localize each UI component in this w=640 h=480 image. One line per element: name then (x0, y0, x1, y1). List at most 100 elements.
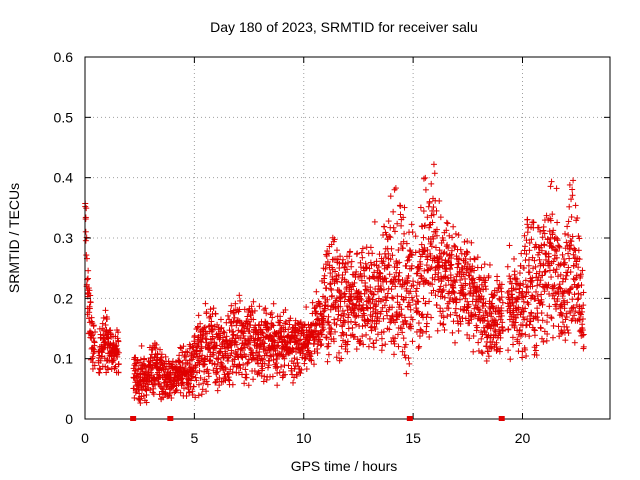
data-point (339, 322, 346, 329)
data-point (339, 329, 346, 336)
data-point (485, 320, 492, 327)
data-point (536, 256, 543, 263)
data-point (358, 277, 365, 284)
data-point (557, 285, 564, 292)
data-point (332, 328, 339, 335)
data-point (137, 400, 144, 407)
data-point (371, 218, 378, 225)
data-point (522, 305, 529, 312)
data-point (209, 335, 216, 342)
data-point (470, 333, 477, 340)
data-point (472, 311, 479, 318)
x-axis-ticks: 0 5 10 15 20 (81, 57, 530, 446)
data-point (546, 291, 553, 298)
y-tick-label: 0.2 (54, 290, 74, 306)
data-point (413, 293, 420, 300)
data-point (387, 234, 394, 241)
data-point (569, 305, 576, 312)
data-point (323, 334, 330, 341)
data-point (518, 330, 525, 337)
data-point (416, 333, 423, 340)
data-point (294, 332, 301, 339)
data-point (569, 186, 576, 193)
data-point (452, 339, 459, 346)
data-point (434, 327, 441, 334)
data-point (335, 311, 342, 318)
data-point (430, 204, 437, 211)
data-point (457, 277, 464, 284)
data-point (481, 317, 488, 324)
data-point (202, 324, 209, 331)
data-point (510, 341, 517, 348)
data-point (393, 316, 400, 323)
data-point (149, 365, 156, 372)
data-point (439, 308, 446, 315)
data-point (403, 240, 410, 247)
data-point (526, 269, 533, 276)
data-point (419, 329, 426, 336)
data-point (534, 293, 541, 300)
data-point (273, 360, 280, 367)
data-point (182, 348, 189, 355)
data-point (347, 248, 354, 255)
data-point (375, 264, 382, 271)
y-tick-label: 0.5 (54, 109, 74, 125)
data-point (450, 223, 457, 230)
data-point (417, 261, 424, 268)
data-point (550, 322, 557, 329)
data-point (333, 321, 340, 328)
data-point (524, 216, 531, 223)
data-point (383, 231, 390, 238)
data-point (285, 362, 292, 369)
data-point (136, 396, 143, 403)
data-point (374, 315, 381, 322)
data-point (455, 232, 462, 239)
data-point (377, 285, 384, 292)
data-point (498, 312, 505, 319)
x-tick-label: 0 (81, 430, 89, 446)
data-point (540, 223, 547, 230)
data-point (216, 348, 223, 355)
data-point (418, 274, 425, 281)
data-point (577, 271, 584, 278)
data-point (422, 174, 429, 181)
data-point (366, 275, 373, 282)
data-point (282, 318, 289, 325)
data-point (462, 295, 469, 302)
data-point (412, 249, 419, 256)
data-point (402, 341, 409, 348)
data-point (547, 217, 554, 224)
data-point (563, 239, 570, 246)
data-point (353, 268, 360, 275)
data-point (554, 273, 561, 280)
data-point (214, 368, 221, 375)
data-point (115, 369, 122, 376)
data-point (511, 323, 518, 330)
data-point (556, 244, 563, 251)
data-point (86, 315, 93, 322)
data-point (506, 242, 513, 249)
data-point (241, 306, 248, 313)
data-point (374, 331, 381, 338)
data-point (207, 306, 214, 313)
data-point (388, 286, 395, 293)
data-point (256, 303, 263, 310)
data-point (547, 183, 554, 190)
data-point (479, 350, 486, 357)
data-point (112, 363, 119, 370)
data-point (444, 313, 451, 320)
data-point (433, 226, 440, 233)
data-point (560, 255, 567, 262)
data-point (558, 328, 565, 335)
data-point (380, 258, 387, 265)
data-point (513, 275, 520, 282)
data-point (354, 250, 361, 257)
data-point (372, 326, 379, 333)
data-point (566, 255, 573, 262)
data-point (363, 331, 370, 338)
data-point (320, 326, 327, 333)
data-point (250, 316, 257, 323)
data-point (543, 319, 550, 326)
data-point (391, 228, 398, 235)
data-point (361, 290, 368, 297)
